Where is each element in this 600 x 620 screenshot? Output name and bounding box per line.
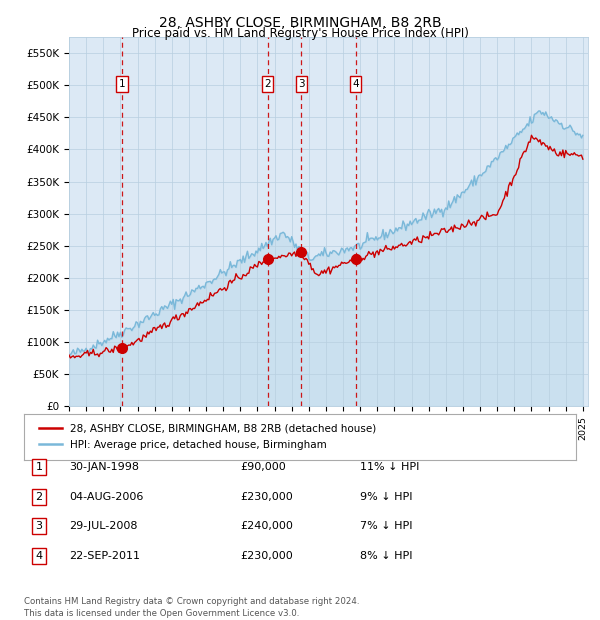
Text: 9% ↓ HPI: 9% ↓ HPI [360, 492, 413, 502]
Text: £230,000: £230,000 [240, 492, 293, 502]
Text: 04-AUG-2006: 04-AUG-2006 [69, 492, 143, 502]
Legend: 28, ASHBY CLOSE, BIRMINGHAM, B8 2RB (detached house), HPI: Average price, detach: 28, ASHBY CLOSE, BIRMINGHAM, B8 2RB (det… [35, 420, 380, 454]
Text: 22-SEP-2011: 22-SEP-2011 [69, 551, 140, 561]
Text: 1: 1 [118, 79, 125, 89]
Text: 30-JAN-1998: 30-JAN-1998 [69, 462, 139, 472]
Text: 8% ↓ HPI: 8% ↓ HPI [360, 551, 413, 561]
Text: 1: 1 [35, 462, 43, 472]
Text: 28, ASHBY CLOSE, BIRMINGHAM, B8 2RB: 28, ASHBY CLOSE, BIRMINGHAM, B8 2RB [158, 16, 442, 30]
Text: 3: 3 [35, 521, 43, 531]
Text: 2: 2 [264, 79, 271, 89]
Text: 4: 4 [35, 551, 43, 561]
Text: 7% ↓ HPI: 7% ↓ HPI [360, 521, 413, 531]
Text: £240,000: £240,000 [240, 521, 293, 531]
Text: £230,000: £230,000 [240, 551, 293, 561]
Text: 11% ↓ HPI: 11% ↓ HPI [360, 462, 419, 472]
Text: 2: 2 [35, 492, 43, 502]
Text: Price paid vs. HM Land Registry's House Price Index (HPI): Price paid vs. HM Land Registry's House … [131, 27, 469, 40]
Text: £90,000: £90,000 [240, 462, 286, 472]
Text: 29-JUL-2008: 29-JUL-2008 [69, 521, 137, 531]
Text: 4: 4 [352, 79, 359, 89]
Text: 3: 3 [298, 79, 305, 89]
Text: Contains HM Land Registry data © Crown copyright and database right 2024.
This d: Contains HM Land Registry data © Crown c… [24, 597, 359, 618]
